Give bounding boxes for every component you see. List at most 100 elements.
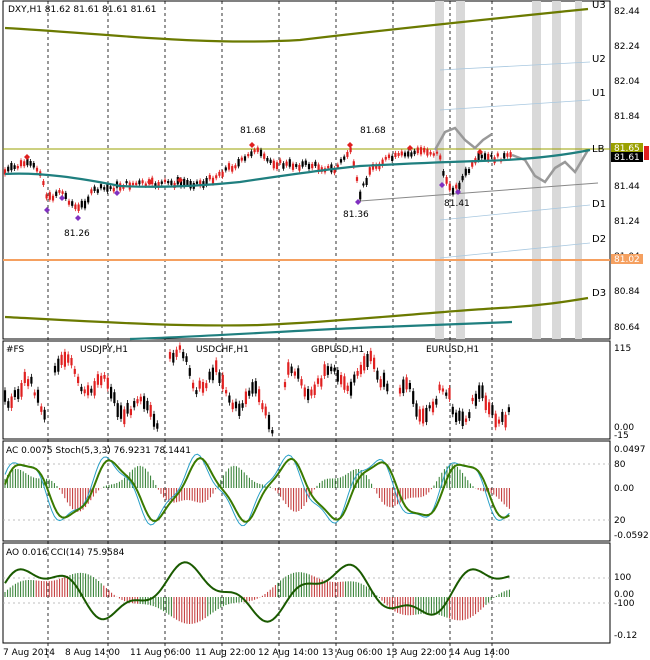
candle-body — [496, 153, 499, 157]
pair-candle-body — [70, 357, 73, 366]
candle-body — [259, 149, 263, 157]
ac-axis-bottom: -0.0592 — [614, 531, 649, 541]
pair-candle-body — [10, 396, 13, 408]
price-tick: 82.04 — [614, 77, 640, 87]
pair-candle-body — [464, 418, 468, 422]
pair-candle-body — [507, 407, 510, 413]
pair-candle-body — [340, 375, 343, 385]
candle-body — [71, 201, 74, 206]
candle-body — [394, 152, 397, 157]
candle-body — [483, 153, 487, 160]
price-tag-current — [611, 152, 643, 162]
candle-body — [250, 151, 253, 157]
ao-cci-panel[interactable]: AO 0.016 CCI(14) 75.9584 100 0.00 -100 -… — [2, 542, 637, 644]
pair-candle-body — [313, 384, 316, 395]
candle-body — [333, 167, 336, 174]
candle-body — [237, 159, 240, 167]
candle-body — [368, 167, 371, 175]
pair-candle-body — [40, 406, 43, 412]
candle-body — [301, 161, 304, 167]
time-label: 11 Aug 06:00 — [130, 648, 191, 658]
pairs-axis-zero: 0.00 — [614, 423, 634, 433]
pair-candle-body — [143, 396, 146, 409]
candle-body — [327, 165, 330, 169]
pair-candle-body — [238, 403, 241, 416]
candle-body — [426, 149, 429, 156]
candle-body — [96, 189, 99, 193]
pairs-panel[interactable]: #FS USDJPY,H1 USDCHF,H1 GBPUSD,H1 EURUSD… — [2, 340, 634, 441]
candle-body — [416, 147, 419, 154]
candle-body — [247, 154, 250, 157]
candle-body — [3, 169, 7, 175]
pairs-panel-frame — [2, 340, 611, 440]
candle-body — [343, 156, 346, 160]
fractal-marker — [147, 179, 153, 185]
pair-candle-body — [307, 388, 310, 401]
fractal-marker — [407, 145, 413, 151]
pair-candle-body — [152, 413, 156, 427]
trough-label: 81.41 — [444, 199, 470, 209]
candle-body — [90, 189, 93, 194]
pair-candle-body — [488, 402, 491, 415]
candle-body — [231, 166, 234, 172]
ac-axis-20: 20 — [614, 516, 626, 526]
candle-body — [397, 153, 400, 156]
candle-body — [160, 181, 163, 184]
main-panel-frame — [2, 0, 611, 340]
candle-body — [74, 204, 77, 210]
candle-body — [16, 165, 19, 169]
candle-body — [125, 181, 128, 184]
ac-axis-top: 0.0497 — [614, 445, 646, 455]
ac-title: AC 0.0075 Stoch(5,3,3) 76.9231 78.1441 — [6, 446, 191, 456]
pair-candle-body — [458, 410, 461, 421]
candle-body — [45, 194, 48, 199]
stoch-main-line — [4, 457, 510, 523]
price-tag-orange — [611, 254, 643, 264]
candle-body — [93, 186, 96, 191]
upper-channel-line — [4, 7, 589, 43]
candle-body — [381, 159, 384, 166]
pair-candle-body — [211, 367, 214, 381]
pair-candle-body — [96, 374, 99, 385]
trough-label: 81.26 — [64, 229, 90, 239]
candle-body — [371, 164, 375, 170]
candle-body — [221, 171, 224, 177]
candle-body — [451, 187, 455, 195]
peak-label: 81.68 — [360, 126, 386, 136]
current-bar-marker — [644, 146, 649, 160]
pair-candle-body — [484, 395, 487, 411]
ac-panel-frame — [2, 440, 611, 542]
fractal-marker — [177, 177, 183, 183]
pair-candle-body — [60, 354, 63, 365]
pair-candle-body — [441, 388, 444, 392]
candle-body — [87, 196, 90, 203]
pair-candle-body — [27, 379, 30, 387]
pair-candle-body — [494, 413, 497, 428]
pair-candle-body — [497, 419, 501, 424]
candle-body — [240, 157, 243, 161]
pair-candle-body — [412, 391, 415, 404]
pair-candle-body — [43, 409, 46, 420]
pairs-label-usdchf: USDCHF,H1 — [196, 345, 249, 355]
pair-candle-body — [83, 389, 86, 394]
candle-body — [218, 171, 221, 176]
fractal-marker — [455, 189, 461, 195]
pair-candle-body — [218, 372, 221, 383]
pair-candle-body — [290, 366, 293, 374]
forecast-path-lower — [511, 149, 590, 184]
level-label-u2: U2 — [592, 54, 606, 65]
time-label: 11 Aug 22:00 — [195, 648, 256, 658]
candle-body — [183, 178, 186, 187]
candle-body — [10, 162, 13, 171]
price-tag-lb — [611, 143, 643, 153]
ac-stoch-panel[interactable]: AC 0.0075 Stoch(5,3,3) 76.9231 78.1441 0… — [2, 440, 649, 542]
pair-candle-body — [208, 371, 211, 380]
candle-body — [195, 181, 199, 184]
pair-candle-body — [422, 408, 425, 424]
candle-body — [55, 191, 58, 196]
candle-body — [167, 181, 170, 184]
pair-candle-body — [30, 376, 33, 384]
pair-candle-body — [248, 390, 251, 396]
